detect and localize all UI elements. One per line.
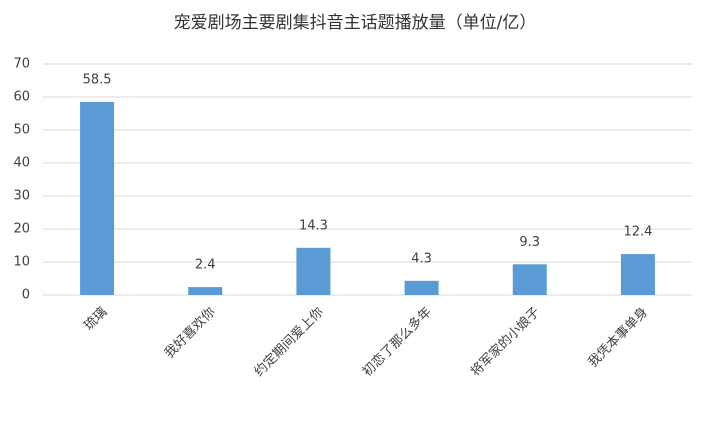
bar	[188, 287, 223, 295]
bar	[404, 280, 439, 295]
bar	[620, 254, 655, 295]
y-tick-label: 50	[13, 123, 30, 138]
y-tick-label: 20	[13, 222, 30, 237]
y-tick-label: 70	[13, 57, 30, 72]
data-label: 2.4	[195, 258, 216, 273]
bar	[296, 247, 331, 295]
y-tick-label: 60	[13, 90, 30, 105]
y-tick-label: 10	[13, 255, 30, 270]
data-label: 9.3	[519, 235, 540, 250]
data-label: 12.4	[623, 225, 652, 240]
y-tick-label: 40	[13, 156, 30, 171]
chart-title: 宠爱剧场主要剧集抖音主话题播放量（单位/亿）	[174, 13, 537, 33]
bar	[512, 264, 547, 295]
y-tick-label: 0	[22, 288, 30, 303]
y-tick-label: 30	[13, 189, 30, 204]
data-label: 4.3	[411, 251, 432, 266]
data-label: 58.5	[83, 72, 112, 87]
bar	[80, 101, 115, 295]
data-label: 14.3	[299, 218, 328, 233]
